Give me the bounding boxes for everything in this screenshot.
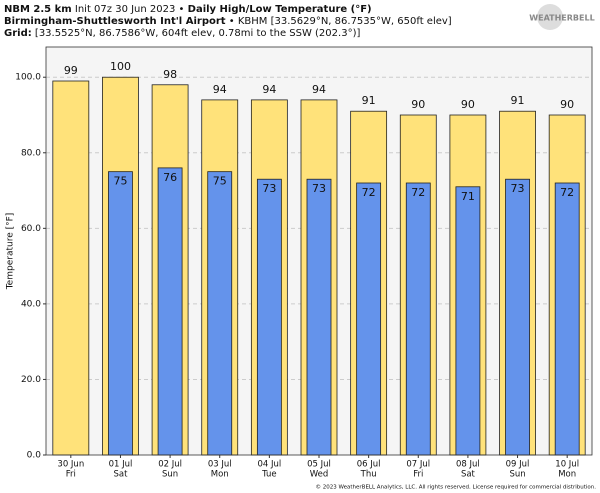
- bar: [554, 182, 580, 456]
- plot-frame: [45, 46, 593, 456]
- y-tick-label: 0.0: [27, 451, 42, 461]
- logo: WEATHERBELL: [529, 14, 594, 23]
- x-tick-sublabel: Sun: [162, 470, 178, 480]
- y-tick-label: 40.0: [21, 299, 41, 309]
- value-label: 73: [262, 182, 276, 195]
- value-label: 94: [262, 83, 276, 96]
- x-tick-label: 05 Jul: [307, 460, 331, 470]
- bar: [256, 178, 282, 456]
- value-label: 75: [213, 175, 227, 188]
- station-line: Birmingham-Shuttlesworth Int'l Airport •…: [4, 16, 452, 27]
- bar: [455, 186, 481, 456]
- bar: [306, 178, 332, 456]
- x-tick-sublabel: Thu: [360, 470, 377, 480]
- x-tick-label: 03 Jul: [208, 460, 232, 470]
- value-label: 73: [312, 182, 326, 195]
- x-tick-label: 02 Jul: [158, 460, 182, 470]
- y-tick-label: 80.0: [21, 148, 41, 158]
- value-label: 76: [163, 171, 177, 184]
- y-axis-label: Temperature [°F]: [6, 213, 16, 291]
- logo-icon: [537, 4, 563, 30]
- value-label: 72: [362, 186, 376, 199]
- bar: [207, 171, 233, 456]
- bar: [405, 182, 431, 456]
- x-tick-sublabel: Mon: [211, 470, 229, 480]
- x-tick-label: 04 Jul: [257, 460, 281, 470]
- x-tick-sublabel: Tue: [261, 470, 277, 480]
- value-label: 94: [213, 83, 227, 96]
- value-label: 72: [411, 186, 425, 199]
- model: NBM 2.5 km: [4, 4, 72, 15]
- x-tick-label: 06 Jul: [357, 460, 381, 470]
- x-tick-label: 08 Jul: [456, 460, 480, 470]
- init: Init 07z 30 Jun 2023 •: [75, 4, 185, 15]
- x-tick-sublabel: Fri: [66, 470, 76, 480]
- value-label: 73: [511, 182, 525, 195]
- bar: [157, 167, 183, 456]
- value-label: 71: [461, 190, 475, 203]
- value-label: 94: [312, 83, 326, 96]
- x-tick-sublabel: Sat: [461, 470, 476, 480]
- station-name: Birmingham-Shuttlesworth Int'l Airport: [4, 16, 226, 27]
- footer: © 2023 WeatherBELL Analytics, LLC. All r…: [316, 484, 597, 491]
- x-tick-sublabel: Sun: [509, 470, 525, 480]
- bar: [108, 171, 133, 456]
- y-tick-label: 60.0: [21, 224, 41, 234]
- bar: [505, 178, 530, 456]
- grid-label: Grid:: [4, 28, 32, 39]
- value-label: 99: [64, 64, 78, 77]
- value-label: 72: [560, 186, 574, 199]
- product: Daily High/Low Temperature (°F): [188, 4, 372, 15]
- value-label: 98: [163, 68, 177, 81]
- value-label: 100: [110, 60, 131, 73]
- x-tick-sublabel: Sat: [113, 470, 128, 480]
- x-tick-label: 09 Jul: [506, 460, 530, 470]
- x-tick-label: 01 Jul: [109, 460, 133, 470]
- x-tick-sublabel: Wed: [310, 470, 329, 480]
- x-tick-sublabel: Mon: [558, 470, 576, 480]
- value-label: 90: [560, 98, 574, 111]
- grid-info: [33.5525°N, 86.7586°W, 604ft elev, 0.78m…: [35, 28, 361, 39]
- value-label: 75: [113, 175, 127, 188]
- grid-line-info: Grid: [33.5525°N, 86.7586°W, 604ft elev,…: [4, 28, 360, 39]
- value-label: 91: [511, 94, 525, 107]
- x-tick-label: 10 Jul: [555, 460, 579, 470]
- value-label: 90: [461, 98, 475, 111]
- y-tick-label: 100.0: [15, 73, 41, 83]
- bar: [356, 182, 382, 456]
- y-tick-label: 20.0: [21, 375, 41, 385]
- value-label: 90: [411, 98, 425, 111]
- station-info: • KBHM [33.5629°N, 86.7535°W, 650ft elev…: [229, 16, 452, 27]
- x-tick-label: 30 Jun: [57, 460, 84, 470]
- value-label: 91: [362, 94, 376, 107]
- bar: [52, 80, 90, 456]
- x-tick-label: 07 Jul: [406, 460, 430, 470]
- x-tick-sublabel: Fri: [413, 470, 423, 480]
- chart-title: NBM 2.5 km Init 07z 30 Jun 2023 • Daily …: [4, 4, 372, 15]
